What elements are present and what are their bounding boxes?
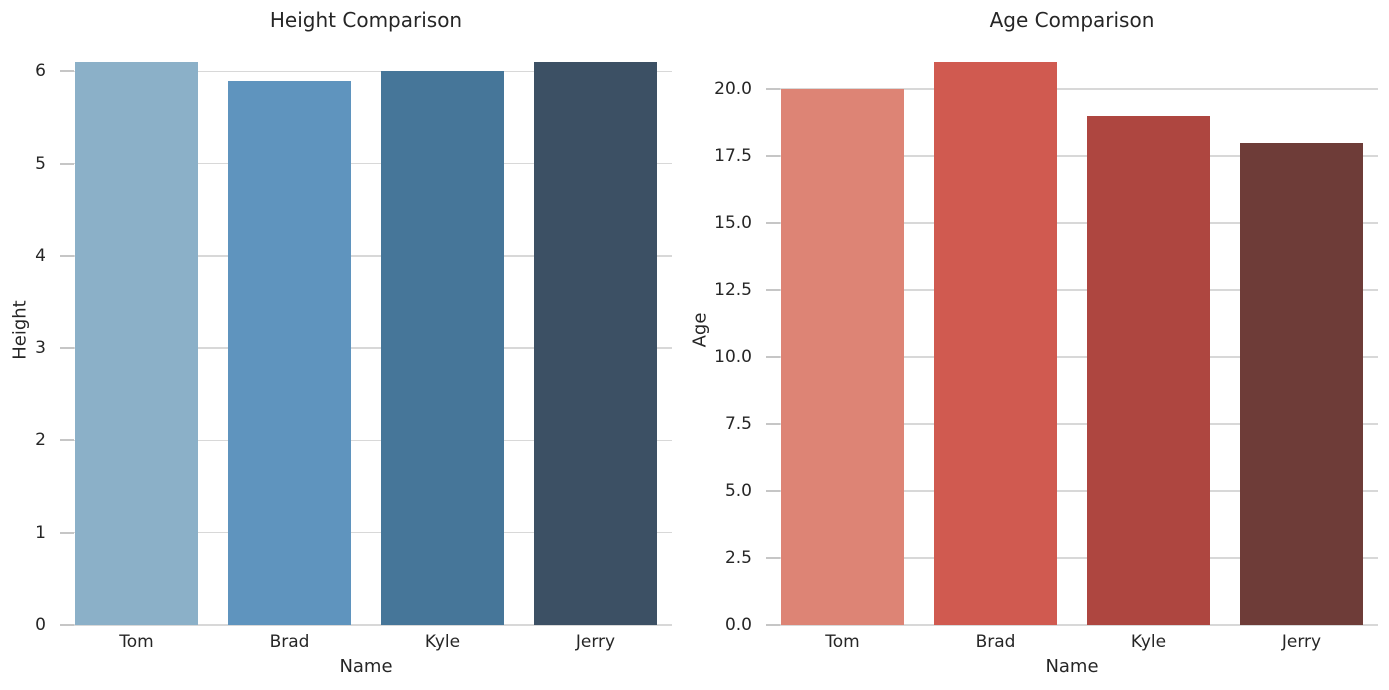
x-tick-label: Kyle <box>1130 632 1167 652</box>
bar-brad-age <box>934 62 1057 625</box>
y-tick-label: 20.0 <box>714 78 752 99</box>
x-tick-label: Jerry <box>575 632 616 652</box>
gridline <box>60 347 672 349</box>
y-tick-mark <box>766 624 780 626</box>
y-tick-mark <box>766 221 780 224</box>
y-tick-label: 2.5 <box>724 547 752 568</box>
x-tick-label: Brad <box>269 632 310 652</box>
gridline <box>60 624 672 626</box>
bar-tom-age <box>781 88 904 625</box>
gridline <box>766 356 1378 358</box>
y-tick-label: 4 <box>35 245 46 266</box>
y-tick-label: 10.0 <box>714 346 752 367</box>
y-tick-mark <box>766 556 780 559</box>
y-tick-mark <box>60 70 74 73</box>
y-tick-mark <box>60 439 74 442</box>
y-tick-label: 6 <box>35 61 46 82</box>
x-tick-label: Tom <box>119 632 154 652</box>
y-tick-label: 12.5 <box>714 279 752 300</box>
bar-jerry-height <box>534 62 657 625</box>
y-tick-label: 5 <box>35 153 46 174</box>
y-tick-label: 7.5 <box>724 413 752 434</box>
x-tick-label: Jerry <box>1281 632 1322 652</box>
gridline <box>60 255 672 257</box>
gridline <box>766 423 1378 425</box>
gridline <box>766 88 1378 90</box>
height-x-axis-label: Name <box>339 656 393 677</box>
x-tick-label: Brad <box>975 632 1016 652</box>
y-tick-label: 2 <box>35 430 46 451</box>
y-tick-label: 5.0 <box>724 480 752 501</box>
y-tick-mark <box>766 422 780 425</box>
gridline <box>60 162 672 165</box>
y-tick-mark <box>60 254 74 257</box>
bar-kyle-age <box>1087 115 1210 625</box>
gridline <box>60 531 672 534</box>
gridline <box>766 624 1378 626</box>
y-tick-mark <box>766 154 780 157</box>
bar-jerry-age <box>1240 142 1363 625</box>
height-plot-area: 0 1 2 3 4 5 6 Tom Brad Kyle Jerry <box>35 34 672 652</box>
x-tick-label: Tom <box>825 632 860 652</box>
height-y-axis-label: Height <box>9 300 31 360</box>
x-tick-label: Kyle <box>424 632 461 652</box>
gridline <box>766 155 1378 157</box>
y-tick-mark <box>60 162 74 165</box>
y-tick-label: 3 <box>35 338 46 359</box>
gridline <box>766 490 1378 492</box>
y-tick-label: 0.0 <box>724 615 752 635</box>
y-tick-mark <box>766 355 780 358</box>
age-x-axis-label: Name <box>1045 656 1099 677</box>
gridline <box>766 289 1378 291</box>
y-tick-label: 0 <box>35 615 46 635</box>
gridline <box>766 557 1378 559</box>
bar-kyle-height <box>381 71 504 625</box>
age-chart-title: Age Comparison <box>989 8 1155 32</box>
gridline <box>60 70 672 73</box>
height-chart-title: Height Comparison <box>269 8 463 32</box>
bar-tom-height <box>75 62 198 625</box>
y-tick-mark <box>60 347 74 350</box>
bar-brad-height <box>228 80 351 625</box>
y-tick-mark <box>766 288 780 291</box>
y-tick-mark <box>766 87 780 90</box>
y-tick-label: 1 <box>35 522 46 543</box>
gridline <box>60 439 672 442</box>
age-plot-area: 0.0 2.5 5.0 7.5 10.0 12.5 15.0 17.5 20.0 Tom Brad K… <box>714 34 1378 652</box>
y-tick-mark <box>60 624 74 626</box>
y-tick-mark <box>60 531 74 534</box>
age-y-axis-label: Age <box>689 312 711 348</box>
gridline <box>766 222 1378 224</box>
y-tick-label: 15.0 <box>714 212 752 233</box>
y-tick-label: 17.5 <box>714 145 752 166</box>
y-tick-mark <box>766 489 780 492</box>
